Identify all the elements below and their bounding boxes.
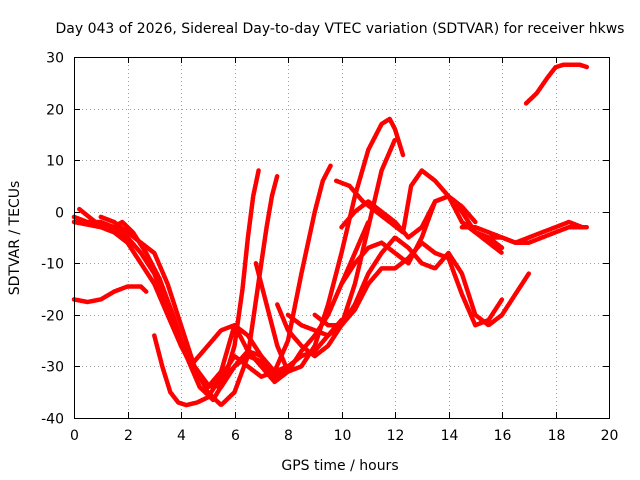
x-tick-label: 0	[70, 428, 79, 444]
series-trace-15	[339, 193, 478, 240]
x-tick-label: 14	[441, 428, 459, 444]
y-axis-label: SDTVAR / TECUs	[7, 181, 23, 296]
series-trace-1	[71, 284, 149, 305]
y-tick-label: -10	[41, 257, 64, 273]
y-tick-label: 30	[46, 51, 64, 67]
x-tick-label: 6	[231, 428, 240, 444]
series-trace-16	[459, 219, 590, 245]
series-trace-18	[523, 62, 590, 106]
x-axis-label: GPS time / hours	[281, 458, 398, 474]
series-trace-8	[192, 219, 371, 385]
y-tick-label: 0	[55, 206, 64, 222]
x-tick-label: 12	[387, 428, 405, 444]
x-tick-label: 2	[124, 428, 133, 444]
y-tick-label: -30	[41, 360, 64, 376]
x-tick-label: 18	[548, 428, 566, 444]
series-trace-12	[312, 235, 532, 328]
series-trace-11	[285, 240, 505, 338]
data-series	[71, 62, 590, 408]
series-trace-9	[253, 116, 406, 374]
chart-title: Day 043 of 2026, Sidereal Day-to-day VTE…	[56, 21, 625, 37]
series-trace-10	[275, 137, 398, 359]
x-tick-label: 10	[334, 428, 352, 444]
x-tick-label: 20	[601, 428, 619, 444]
axis-ticks: 0 2 4 6 8 10 12 14 16 18 20 -40 -30 -20 -10 0 10 20 30	[41, 51, 618, 445]
x-tick-label: 8	[284, 428, 293, 444]
y-tick-label: 10	[46, 154, 64, 170]
x-tick-label: 4	[177, 428, 186, 444]
y-tick-label: 20	[46, 103, 64, 119]
x-tick-label: 16	[494, 428, 512, 444]
series-trace-17	[459, 219, 585, 245]
series-trace-7	[178, 317, 344, 390]
y-tick-label: -20	[41, 309, 64, 325]
y-tick-label: -40	[41, 412, 64, 428]
series-trace-6	[152, 163, 334, 408]
